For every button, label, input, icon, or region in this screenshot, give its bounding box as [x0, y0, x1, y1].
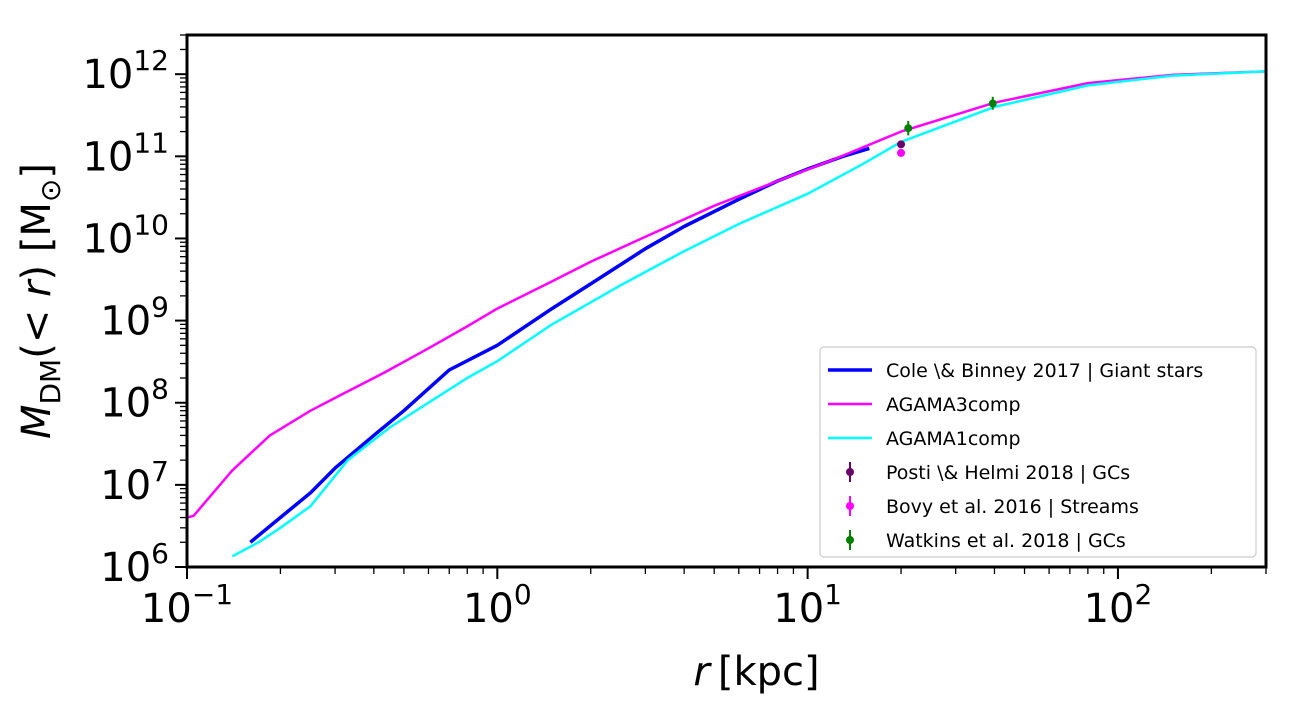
data-point-bovy-et-al-2016-streams — [897, 148, 906, 157]
data-point-watkins-et-al-2018-gcs — [904, 120, 913, 136]
legend-entry: Watkins et al. 2018 | GCs — [846, 530, 1126, 552]
x-tick-label: 10−1 — [141, 578, 233, 632]
series-line-agama1comp — [231, 70, 1266, 558]
legend: Cole \& Binney 2017 | Giant stars AGAMA3c… — [819, 346, 1257, 558]
series-line-agama3comp — [187, 70, 1266, 519]
legend-label: AGAMA1comp — [886, 428, 1021, 450]
axis-titles: r [kpc] MDM(< r) [M⊙] — [14, 163, 820, 695]
x-tick-label: 100 — [463, 578, 532, 632]
marker — [897, 140, 906, 149]
y-tick-label: 108 — [100, 373, 169, 427]
x-tick-label: 101 — [773, 578, 842, 632]
legend-label: Posti \& Helmi 2018 | GCs — [886, 462, 1130, 484]
marker — [897, 148, 906, 157]
legend-entry: AGAMA3comp — [828, 394, 1021, 416]
y-axis-title: MDM(< r) [M⊙] — [14, 163, 67, 439]
y-tick-label: 1010 — [82, 208, 169, 262]
plot-frame — [185, 33, 1268, 569]
data-point-watkins-et-al-2018-gcs — [988, 96, 997, 110]
x-axis-title: r [kpc] — [693, 649, 819, 695]
legend-label: Watkins et al. 2018 | GCs — [886, 530, 1126, 552]
marker — [904, 124, 913, 133]
legend-label: Bovy et al. 2016 | Streams — [886, 496, 1139, 518]
legend-entry: Cole \& Binney 2017 | Giant stars — [828, 360, 1203, 382]
legend-box — [819, 346, 1257, 558]
y-axis-title-group: MDM(< r) [M⊙] — [14, 163, 67, 439]
y-tick-label: 106 — [100, 537, 169, 591]
legend-swatch-marker — [846, 468, 854, 476]
legend-swatch-marker — [846, 536, 854, 544]
legend-entry: Bovy et al. 2016 | Streams — [846, 496, 1139, 518]
legend-label: Cole \& Binney 2017 | Giant stars — [886, 360, 1203, 382]
y-tick-label: 107 — [100, 455, 169, 509]
plot-area — [187, 70, 1266, 558]
data-point-posti-helmi-2018-gcs — [897, 140, 906, 149]
x-tick-label: 102 — [1084, 578, 1153, 632]
legend-entry: AGAMA1comp — [828, 428, 1021, 450]
y-tick-label: 1012 — [82, 44, 169, 98]
marker — [988, 99, 997, 108]
y-tick-label: 109 — [100, 291, 169, 345]
y-tick-label: 1011 — [82, 126, 169, 180]
legend-label: AGAMA3comp — [886, 394, 1021, 416]
legend-swatch-marker — [846, 502, 854, 510]
axes: 10−1 100 101 102 106 107 108 109 1010 1011 1012 — [82, 33, 1268, 632]
legend-entry: Posti \& Helmi 2018 | GCs — [846, 462, 1130, 484]
